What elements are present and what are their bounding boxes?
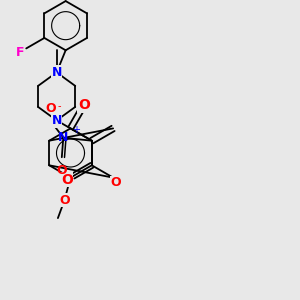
Text: O: O	[59, 194, 70, 207]
Text: O: O	[61, 173, 73, 187]
Text: N: N	[52, 114, 62, 127]
Text: O: O	[56, 164, 67, 177]
Text: N: N	[58, 131, 68, 144]
Text: O: O	[78, 98, 90, 112]
Text: -: -	[58, 101, 61, 111]
Text: F: F	[16, 46, 24, 59]
Text: O: O	[111, 176, 122, 190]
Text: N: N	[52, 66, 62, 79]
Text: +: +	[72, 125, 80, 135]
Text: O: O	[45, 103, 56, 116]
